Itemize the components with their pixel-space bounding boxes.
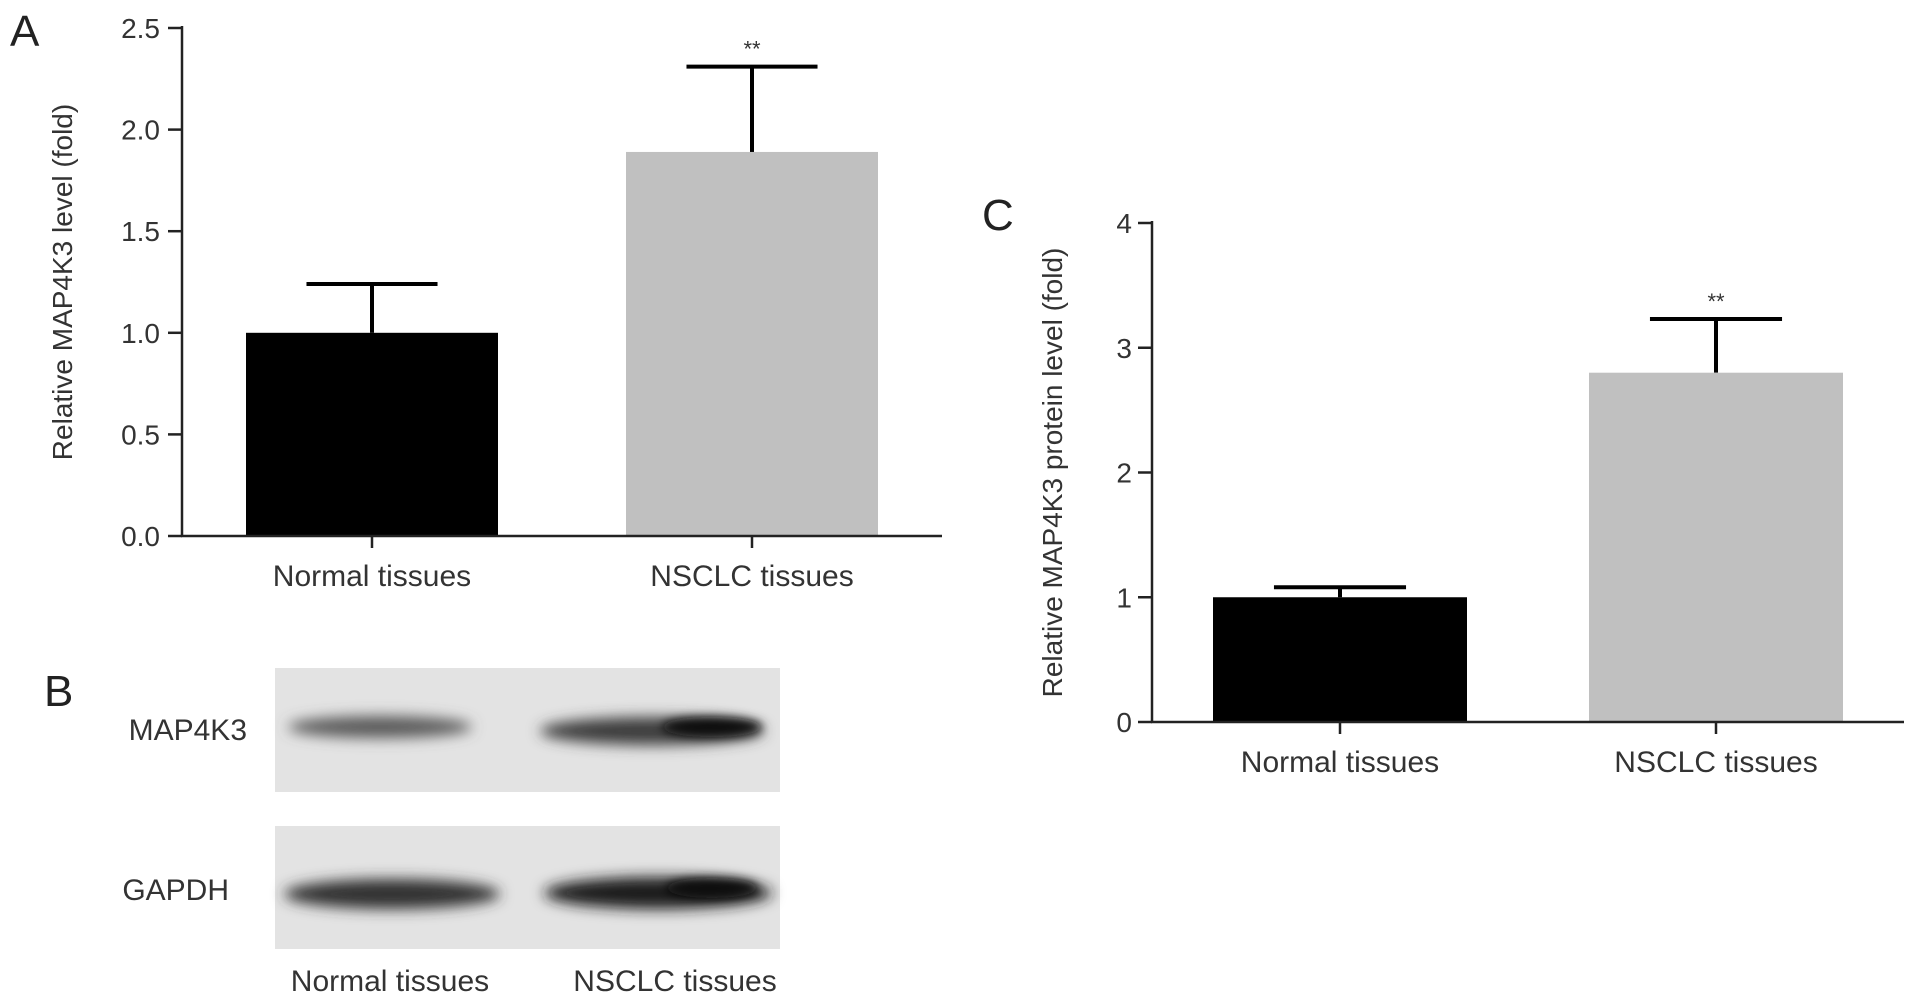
blot-band-gapdh-normal xyxy=(284,879,500,909)
chart-a-y-tick-label-0: 0.0 xyxy=(121,521,160,552)
blot-lane-label-nsclc: NSCLC tissues xyxy=(573,965,776,998)
blot-row-label-map4k3: MAP4K3 xyxy=(129,714,247,747)
chart-a-category-label-1: NSCLC tissues xyxy=(650,560,853,593)
chart-a-y-tick-label-2: 1.0 xyxy=(121,318,160,349)
chart-c-bar-1 xyxy=(1589,372,1843,722)
chart-c-category-label-1: NSCLC tissues xyxy=(1614,746,1817,779)
chart-a-bar-0 xyxy=(246,332,498,536)
blot-lane-label-normal: Normal tissues xyxy=(291,965,489,998)
chart-c-category-label-0: Normal tissues xyxy=(1241,746,1439,779)
chart-c-y-axis-title: Relative MAP4K3 protein level (fold) xyxy=(1037,248,1068,698)
chart-a-y-tick-label-1: 0.5 xyxy=(121,419,160,450)
chart-a-y-axis-title: Relative MAP4K3 level (fold) xyxy=(47,104,78,460)
chart-c-y-tick-label-0: 0 xyxy=(1116,707,1132,738)
chart-c-y-tick-label-3: 3 xyxy=(1116,333,1132,364)
blot-row-label-gapdh: GAPDH xyxy=(122,874,229,907)
chart-c-y-tick-label-2: 2 xyxy=(1116,458,1132,489)
western-blot: MAP4K3 GAPDH Normal tissues NSCLC tissue… xyxy=(122,668,780,998)
chart-c-y-tick-label-4: 4 xyxy=(1116,208,1132,239)
chart-a-bar-1 xyxy=(626,151,878,536)
chart-a-y-tick-label-4: 2.0 xyxy=(121,115,160,146)
chart-a-category-label-0: Normal tissues xyxy=(273,560,471,593)
chart-c-y-tick-label-1: 1 xyxy=(1116,582,1132,613)
blot-band-map4k3-normal xyxy=(288,716,472,738)
chart-a: Normal tissues ** NSCLC tissues 0.0 0.5 1.0 1.… xyxy=(47,13,942,593)
panel-c-letter: C xyxy=(982,191,1014,240)
panel-a-letter: A xyxy=(10,7,40,56)
chart-a-significance-1: ** xyxy=(743,37,761,62)
panel-b-letter: B xyxy=(44,667,73,716)
blot-band-map4k3-nsclc-core xyxy=(662,717,762,737)
chart-c-significance-1: ** xyxy=(1707,289,1725,314)
chart-c: Normal tissues ** NSCLC tissues 0 1 2 3 4 Relati… xyxy=(1037,208,1904,779)
chart-a-y-tick-label-5: 2.5 xyxy=(121,13,160,44)
chart-a-y-tick-label-3: 1.5 xyxy=(121,216,160,247)
blot-band-gapdh-nsclc-core xyxy=(666,878,758,898)
chart-c-bar-0 xyxy=(1213,597,1467,722)
